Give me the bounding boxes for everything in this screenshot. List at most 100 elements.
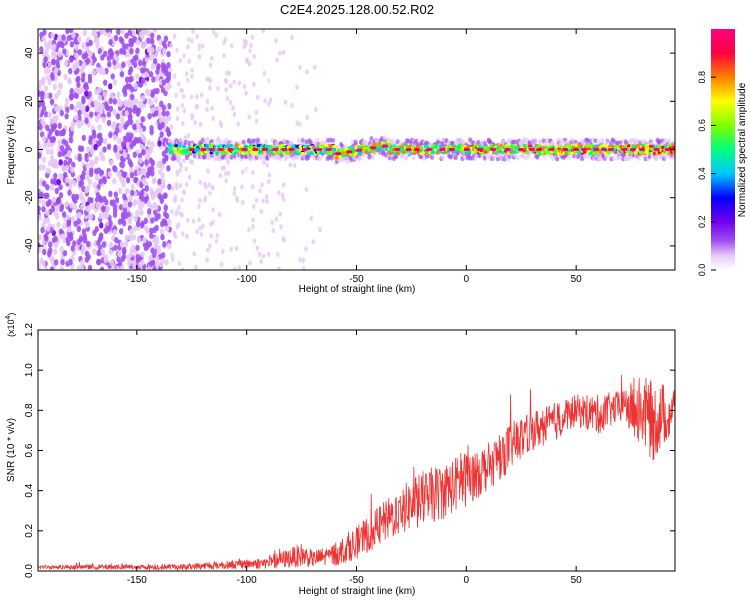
spectrogram-cell	[207, 182, 212, 188]
spectrogram-cell	[178, 211, 183, 217]
spectrogram-cell	[228, 99, 233, 105]
spectrogram-cell	[71, 31, 76, 39]
spectrogram-cell	[266, 101, 271, 107]
spectrogram-cell	[191, 29, 195, 34]
spectrogram-cell	[264, 78, 269, 85]
spectrogram-cell	[97, 47, 103, 55]
spectrogram-cell	[106, 143, 112, 150]
spectrogram-cell	[311, 239, 316, 245]
spectrogram-cell	[77, 211, 82, 219]
spectrogram-cell	[203, 195, 208, 201]
spectrogram-cell	[60, 259, 65, 266]
spectrogram-cell	[276, 79, 280, 85]
snr-x-tick-label: -100	[237, 575, 257, 586]
spectrogram-cell	[219, 262, 224, 268]
spectrogram-cell	[174, 144, 179, 148]
spectrogram-cell	[140, 95, 146, 102]
spectrogram-cell	[41, 199, 46, 207]
spectrogram-cell	[108, 131, 113, 139]
spectrogram-cell	[64, 97, 70, 105]
spectrogram-cell	[118, 123, 123, 131]
spectrogram-cell	[279, 224, 283, 230]
spectrogram-cell	[261, 198, 265, 204]
spectrogram-cell	[157, 161, 163, 168]
spectrogram-peak	[301, 148, 308, 151]
spectrogram-cell	[64, 201, 69, 208]
spectrogram-cell	[41, 206, 46, 213]
spectrogram-cell	[133, 104, 138, 112]
spectrogram-cell	[150, 107, 155, 114]
spectrogram-cell	[195, 44, 200, 51]
spectrogram-cell	[69, 103, 74, 111]
spectrogram-cell	[46, 141, 51, 148]
spectrogram-peak	[356, 148, 363, 152]
spectrogram-cell	[54, 67, 59, 74]
spectrogram-cell	[163, 35, 169, 42]
spectrogram-cell	[61, 165, 66, 172]
spectrogram-peak	[572, 148, 579, 151]
spectrogram-cell	[140, 168, 146, 176]
spectrogram-cell	[50, 255, 55, 263]
snr-y-ticks: 0.0 0.2 0.4 0.6 0.8 1.0 1.2	[24, 323, 675, 578]
spectrogram-cell	[64, 113, 69, 120]
spectrogram-cell	[165, 76, 170, 84]
spectrogram-cell	[155, 255, 160, 263]
spectrogram-cell	[142, 136, 147, 143]
spectrogram-cell	[127, 158, 132, 165]
spectrogram-cell	[38, 124, 43, 131]
snr-y-tick-label: 0.8	[24, 403, 35, 417]
spectrogram-cell	[154, 235, 159, 242]
spectrogram-cell	[251, 223, 255, 230]
spectrogram-cell	[614, 144, 619, 149]
spectrogram-cell	[322, 207, 326, 214]
spectrogram-cell	[232, 111, 237, 117]
spectrogram-cell	[105, 205, 111, 213]
spectrogram-cell	[295, 154, 300, 160]
spectrogram-cell	[150, 91, 155, 99]
spectrogram-cell	[137, 198, 142, 206]
spectrogram-cell	[308, 228, 312, 234]
spectrogram-cell	[482, 155, 487, 161]
spectrogram-cell	[242, 262, 247, 268]
spectrogram-cell	[70, 215, 75, 223]
spectrogram-cell	[229, 144, 234, 148]
spectrogram-cell	[121, 61, 126, 69]
spectrogram-cell	[222, 53, 226, 59]
spectrogram-cell	[172, 73, 177, 79]
spectrogram-cell	[68, 231, 74, 239]
colorbar: 0.0 0.2 0.4 0.6 0.8 Normalized spectral ampl…	[697, 29, 748, 276]
spectrogram-cell	[142, 236, 147, 244]
spectrogram-cell	[122, 135, 128, 142]
spectrogram-cell	[175, 208, 179, 215]
spec-y-tick-label: 40	[24, 47, 35, 59]
spectrogram-cell	[524, 150, 529, 155]
spectrogram-cell	[184, 71, 189, 77]
spectrogram-cell	[108, 97, 113, 105]
spectrogram-cell	[66, 219, 71, 226]
spectrogram-cell	[84, 186, 89, 194]
spectrogram-cell	[161, 47, 167, 55]
spectrogram-cell	[100, 248, 105, 255]
spectrogram-cell	[198, 197, 202, 204]
spectrogram-peak	[241, 148, 248, 151]
spectrogram-cell	[81, 228, 87, 235]
spectrogram-peak	[252, 148, 259, 151]
spectrogram-cell	[108, 219, 113, 227]
spectrogram-peak	[288, 148, 295, 151]
spectrogram-cell	[119, 228, 124, 235]
spectrogram-cell	[67, 189, 72, 196]
spectrogram-cell	[315, 137, 320, 143]
spectrogram-cell	[121, 171, 127, 178]
spectrogram-cell	[52, 83, 57, 91]
spectrogram-cell	[57, 139, 62, 146]
spectrogram-cell	[278, 50, 282, 56]
spectrogram-cell	[182, 53, 186, 59]
spectrogram-cell	[43, 56, 48, 63]
spectrogram-cell	[77, 109, 82, 116]
spectrogram-cell	[298, 257, 302, 263]
spectrogram-peak	[413, 148, 420, 151]
spectrogram-cell	[260, 144, 265, 148]
spectrogram-cell	[78, 192, 84, 199]
spectrogram-cell	[100, 54, 105, 61]
